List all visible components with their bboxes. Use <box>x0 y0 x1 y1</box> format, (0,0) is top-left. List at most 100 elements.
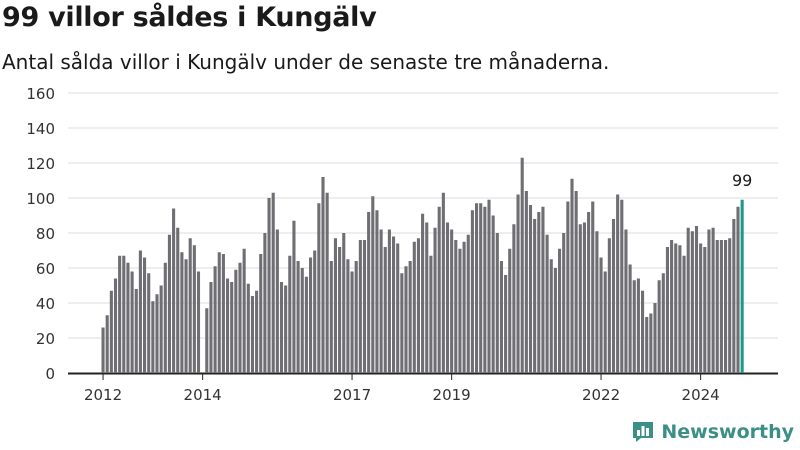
bar <box>587 212 591 373</box>
bar <box>354 261 358 373</box>
y-tick-label: 140 <box>26 120 55 138</box>
bar <box>396 243 400 373</box>
bar <box>699 243 703 373</box>
bar <box>130 271 134 373</box>
bar <box>400 273 404 373</box>
bar <box>101 327 105 373</box>
bar <box>736 206 740 373</box>
bar <box>217 252 221 373</box>
bar <box>350 271 354 373</box>
bar <box>537 212 541 373</box>
bar <box>379 229 383 373</box>
bar <box>325 192 329 373</box>
bar <box>209 282 213 373</box>
x-tick-label: 2022 <box>582 386 620 404</box>
x-tick-label: 2017 <box>333 386 371 404</box>
bar <box>545 234 549 373</box>
bar <box>279 282 284 373</box>
bar <box>358 240 362 373</box>
bar <box>462 241 466 373</box>
bar <box>205 308 209 373</box>
y-tick-label: 120 <box>26 155 55 173</box>
bar <box>180 252 184 373</box>
newsworthy-logo: Newsworthy <box>631 420 794 444</box>
bar <box>271 192 275 373</box>
bar <box>445 222 450 373</box>
bar <box>143 257 147 373</box>
bar <box>250 296 254 373</box>
bar <box>147 273 151 373</box>
bar <box>678 245 682 373</box>
bar <box>611 219 616 373</box>
bar <box>159 285 163 373</box>
bar <box>616 194 620 373</box>
bar <box>466 234 470 373</box>
bar <box>342 233 346 373</box>
bar <box>694 226 699 373</box>
bar <box>263 233 267 373</box>
bar <box>628 264 632 373</box>
bar <box>184 259 188 373</box>
bar <box>134 289 138 373</box>
bar <box>483 206 487 373</box>
bar <box>441 192 445 373</box>
bar <box>226 278 230 373</box>
bar <box>670 240 674 373</box>
bar <box>574 191 578 373</box>
bar <box>437 206 441 373</box>
bar <box>715 240 719 373</box>
y-tick-label: 20 <box>36 330 55 348</box>
bar <box>425 222 429 373</box>
bar <box>454 240 458 373</box>
bar <box>433 227 437 373</box>
bar <box>479 203 483 373</box>
bar <box>524 191 528 373</box>
bar <box>421 213 425 373</box>
bar <box>275 229 279 373</box>
bar <box>362 240 367 373</box>
bar <box>624 229 628 373</box>
bar <box>558 248 562 373</box>
bar <box>176 227 180 373</box>
bar <box>300 268 304 373</box>
bar <box>504 275 508 373</box>
bar <box>404 266 408 373</box>
bar <box>703 247 707 373</box>
bar <box>641 290 645 373</box>
bar <box>196 271 201 373</box>
bar <box>267 198 271 373</box>
bar <box>603 271 607 373</box>
bar <box>172 208 176 373</box>
bar <box>429 255 433 373</box>
bar <box>387 229 391 373</box>
y-tick-label: 160 <box>26 85 55 103</box>
bar <box>719 240 723 373</box>
bar <box>528 205 533 373</box>
bar <box>317 203 321 373</box>
bar <box>632 280 636 373</box>
bar <box>607 238 611 373</box>
bar <box>109 290 113 373</box>
bar <box>238 262 242 373</box>
chart-subtitle: Antal sålda villor i Kungälv under de se… <box>2 50 610 74</box>
bar <box>292 220 296 373</box>
bar <box>549 259 553 373</box>
bar <box>408 261 412 373</box>
bar <box>321 177 325 373</box>
bar <box>707 229 711 373</box>
y-tick-label: 40 <box>36 295 55 313</box>
bar <box>591 201 595 373</box>
bar <box>234 269 238 373</box>
bar <box>570 178 574 373</box>
bars <box>101 157 744 373</box>
bar <box>367 212 371 373</box>
bar <box>657 280 661 373</box>
bar <box>288 255 292 373</box>
bar <box>516 194 520 373</box>
brand-name: Newsworthy <box>661 421 794 443</box>
bar <box>383 247 387 373</box>
gridlines <box>68 92 778 375</box>
bar <box>620 199 624 373</box>
bar <box>553 268 557 373</box>
bar <box>392 236 396 373</box>
